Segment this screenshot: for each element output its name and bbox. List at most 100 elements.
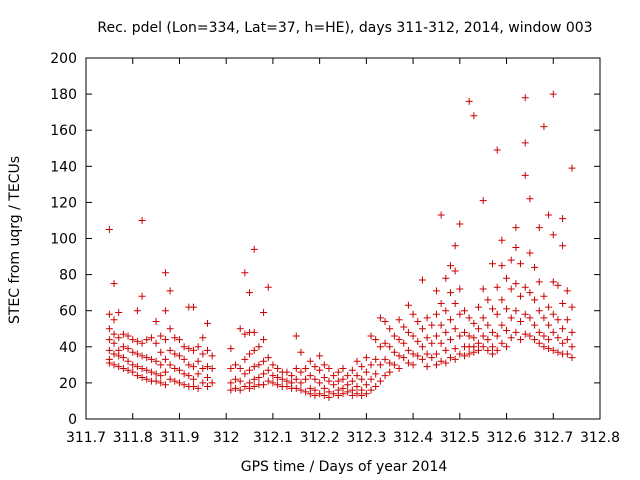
data-point	[171, 350, 179, 358]
x-axis: 311.7 311.8 311.9 312 312.1 312.2 312.3 312.4 31…	[66, 58, 620, 446]
data-point	[175, 366, 183, 374]
data-point	[316, 379, 324, 387]
data-point	[264, 354, 272, 362]
data-point	[105, 325, 113, 333]
data-point	[241, 383, 249, 391]
data-point	[353, 390, 361, 398]
data-point	[260, 309, 268, 317]
data-point	[554, 316, 562, 324]
y-tick-label: 160	[50, 123, 77, 139]
data-point	[503, 343, 511, 351]
data-point	[517, 292, 525, 300]
data-point	[428, 354, 436, 362]
data-point	[115, 363, 123, 371]
data-point	[185, 361, 193, 369]
data-point	[241, 370, 249, 378]
data-point	[124, 357, 132, 365]
data-point	[568, 303, 576, 311]
data-point	[437, 299, 445, 307]
data-point	[124, 345, 132, 353]
data-point	[404, 346, 412, 354]
data-point	[208, 352, 216, 360]
data-point	[110, 330, 118, 338]
data-point	[535, 328, 543, 336]
data-point	[484, 346, 492, 354]
data-point	[353, 357, 361, 365]
data-point	[507, 314, 515, 322]
data-point	[255, 373, 263, 381]
data-point	[526, 314, 534, 322]
data-point	[456, 310, 464, 318]
data-point	[306, 390, 314, 398]
data-point	[236, 377, 244, 385]
data-point	[498, 262, 506, 270]
data-point	[493, 332, 501, 340]
data-point	[512, 307, 520, 315]
data-point	[264, 366, 272, 374]
data-point	[409, 310, 417, 318]
data-point	[545, 336, 553, 344]
data-point	[129, 361, 137, 369]
data-point	[161, 336, 169, 344]
x-tick-label: 312.4	[393, 430, 433, 446]
data-point	[283, 383, 291, 391]
y-tick-label: 120	[50, 195, 77, 211]
data-point	[381, 339, 389, 347]
data-point	[143, 366, 151, 374]
data-point	[194, 384, 202, 392]
data-point	[274, 373, 282, 381]
data-point	[521, 310, 529, 318]
data-point	[437, 211, 445, 219]
data-point	[554, 281, 562, 289]
data-point	[133, 307, 141, 315]
data-point	[166, 325, 174, 333]
data-point	[152, 357, 160, 365]
data-point	[157, 332, 165, 340]
data-point	[344, 372, 352, 380]
data-point	[362, 390, 370, 398]
data-point	[138, 364, 146, 372]
data-point	[278, 375, 286, 383]
data-point	[470, 319, 478, 327]
data-point	[143, 354, 151, 362]
data-point	[180, 381, 188, 389]
data-point	[292, 384, 300, 392]
data-point	[526, 289, 534, 297]
data-point	[119, 364, 127, 372]
data-point	[297, 386, 305, 394]
data-point	[320, 392, 328, 400]
data-point	[171, 334, 179, 342]
data-point	[110, 361, 118, 369]
data-point	[493, 346, 501, 354]
data-point	[442, 274, 450, 282]
data-point	[451, 325, 459, 333]
data-point	[390, 361, 398, 369]
data-point	[517, 260, 525, 268]
data-point	[180, 370, 188, 378]
data-point	[143, 375, 151, 383]
data-point	[110, 350, 118, 358]
data-point	[470, 348, 478, 356]
data-point	[479, 197, 487, 205]
data-point	[157, 372, 165, 380]
data-point	[138, 352, 146, 360]
data-point	[297, 379, 305, 387]
data-point	[320, 361, 328, 369]
data-point	[531, 263, 539, 271]
data-point	[189, 375, 197, 383]
data-point	[119, 343, 127, 351]
data-point	[297, 348, 305, 356]
data-point	[334, 377, 342, 385]
data-point	[404, 301, 412, 309]
data-point	[362, 354, 370, 362]
data-point	[246, 289, 254, 297]
data-point	[194, 357, 202, 365]
data-point	[479, 332, 487, 340]
data-point	[442, 307, 450, 315]
data-point	[428, 321, 436, 329]
data-point	[512, 244, 520, 252]
data-point	[456, 350, 464, 358]
data-point	[250, 245, 258, 253]
data-point	[320, 384, 328, 392]
